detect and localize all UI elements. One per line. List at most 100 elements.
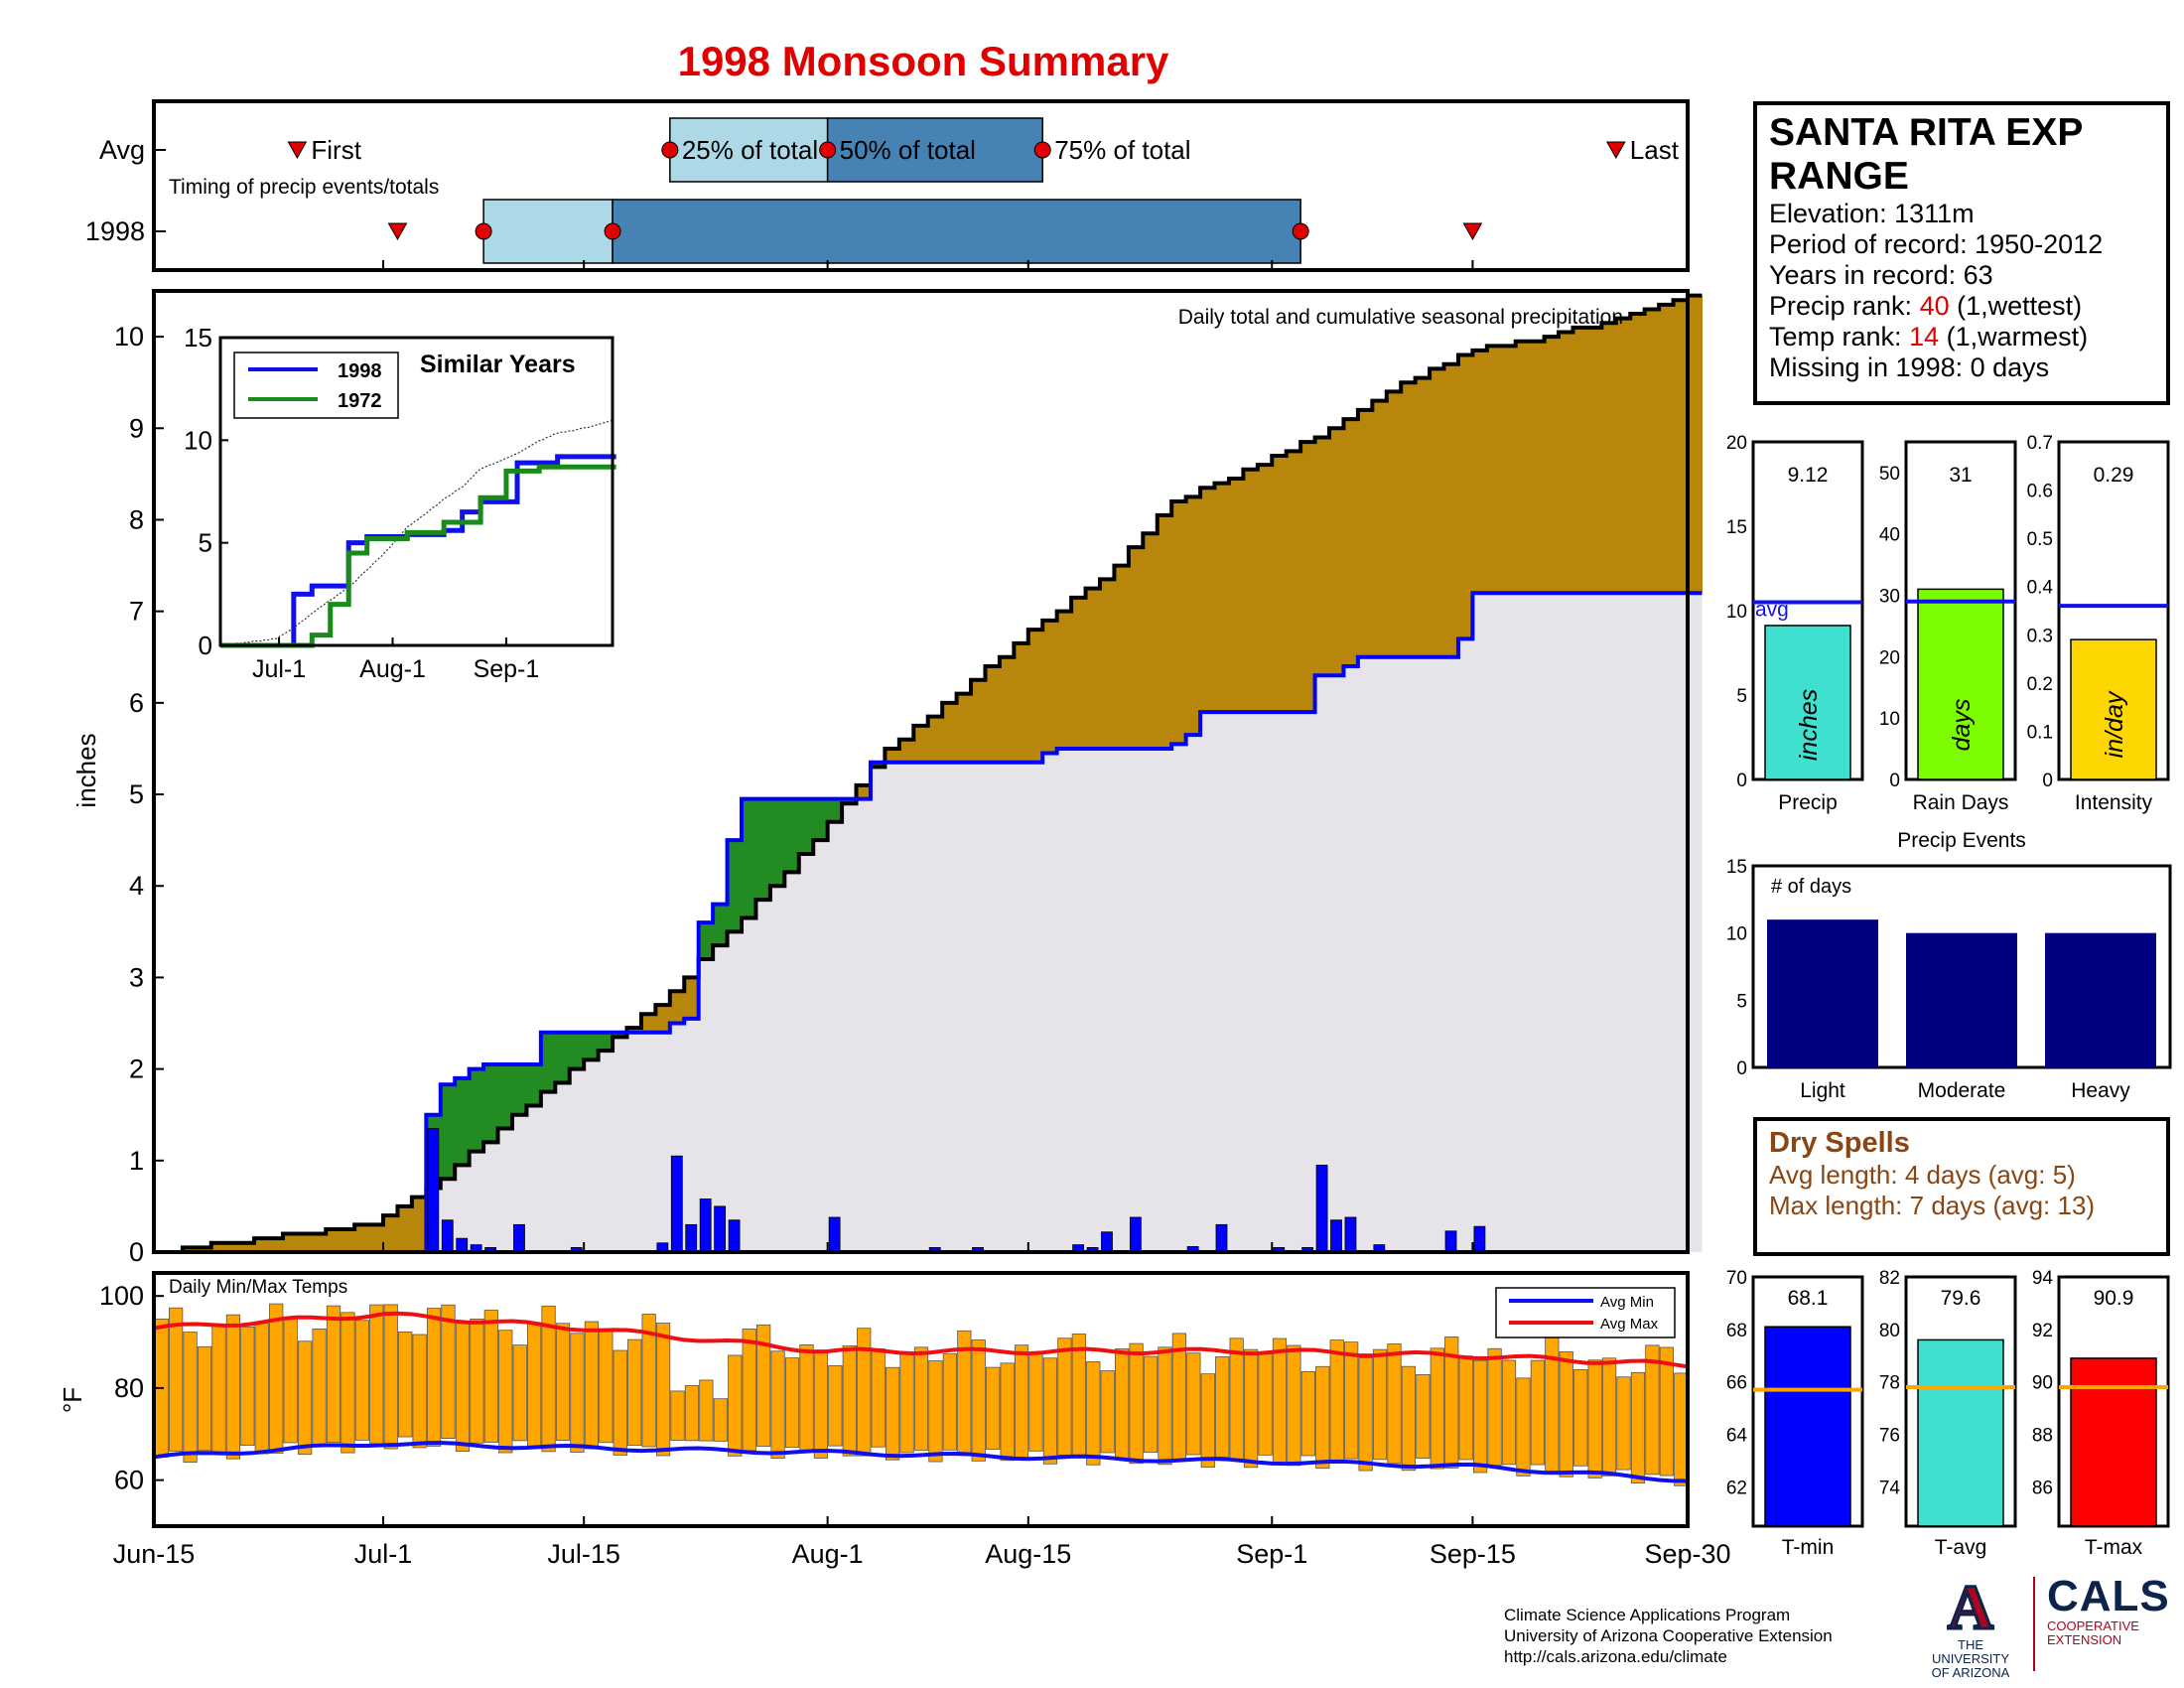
above-avg-band	[569, 1032, 585, 1069]
main-plot-frame	[152, 289, 1690, 1254]
below-avg-band	[297, 1233, 313, 1252]
stat-bar-panels: 9.12 Precip inches avg 0 5 10 15 20 31 Rain Days da…	[1726, 433, 2170, 814]
daily-temp-bar	[784, 1357, 800, 1449]
below-avg-band	[1673, 300, 1689, 594]
above-avg-band	[555, 1032, 571, 1083]
daily-temp-bar	[655, 1323, 671, 1457]
above-avg-band	[870, 762, 887, 768]
events-y-tick-label: 10	[1726, 924, 1747, 945]
daily-temp-bar	[1086, 1361, 1101, 1466]
stat-avg-label: avg	[1755, 599, 1789, 622]
daily-temp-bar	[341, 1312, 355, 1454]
events-category-label: Light	[1800, 1079, 1845, 1102]
credits-line-3: http://cals.arizona.edu/climate	[1504, 1647, 1727, 1666]
temp-y-tick-label: 64	[1726, 1426, 1748, 1447]
temp-bar-panels: 68.1 T-min 62 64 66 68 70 79.6 T-avg 74 76 78 80 82 90…	[1726, 1268, 2170, 1559]
main-y-tick-label: 5	[129, 779, 144, 809]
daily-temp-bar	[1071, 1334, 1086, 1456]
main-y-ticks: 0 1 2 3 4 5 6 7 8 9 10	[114, 322, 164, 1267]
below-avg-band	[268, 1238, 284, 1252]
dry-spells-max: Max length: 7 days (avg: 13)	[1769, 1191, 2096, 1220]
main-y-tick-label: 0	[129, 1237, 144, 1267]
logo-divider	[2033, 1577, 2035, 1671]
avg-min-line	[153, 1441, 1689, 1483]
above-avg-band	[755, 798, 771, 901]
below-avg-band	[1544, 337, 1560, 594]
daily-temp-bar	[383, 1304, 398, 1450]
timing-quartile-dot	[1033, 141, 1051, 159]
daily-temp-bar	[1042, 1357, 1058, 1465]
precip-events-panel: Precip Events # of days Light Moderate Heavy…	[1726, 829, 2172, 1102]
below-avg-band	[383, 1215, 399, 1252]
daily-temp-bar	[1645, 1344, 1660, 1476]
above-avg-band	[598, 1032, 614, 1052]
daily-temp-bar	[254, 1321, 269, 1455]
above-avg-band	[584, 1032, 600, 1060]
below-avg-band	[885, 748, 900, 763]
above-avg-band	[497, 1064, 513, 1129]
daily-temp-bar	[1458, 1355, 1473, 1461]
station-name: SANTA RITA EXP RANGE	[1769, 111, 2083, 198]
main-y-tick-label: 8	[129, 504, 144, 534]
temps-legend	[1495, 1287, 1676, 1338]
above-avg-band	[540, 1032, 556, 1092]
temp-rank-value: 14	[1909, 322, 1940, 352]
stat-y-tick-label: 50	[1879, 464, 1900, 485]
daily-precip-bar	[1101, 1231, 1113, 1253]
daily-temp-bar	[498, 1330, 513, 1454]
daily-temp-bar	[1000, 1362, 1015, 1462]
timing-pct-label: 25% of total	[682, 135, 818, 165]
daily-temp-bar	[1616, 1376, 1631, 1471]
x-tick-label: Aug-15	[985, 1539, 1071, 1569]
daily-temp-bar	[913, 1346, 929, 1452]
inset-x-tick-label: Jul-1	[252, 655, 306, 683]
timing-bar-early	[482, 199, 614, 264]
temps-y-tick-label: 60	[114, 1466, 144, 1495]
daily-temp-bar	[398, 1331, 413, 1438]
below-avg-band	[856, 784, 872, 799]
temp-y-tick-label: 78	[1879, 1373, 1900, 1394]
stat-y-tick-label: 20	[1726, 433, 1747, 454]
below-avg-band	[626, 1028, 642, 1033]
daily-precip-bar	[699, 1198, 712, 1253]
main-y-tick-label: 2	[129, 1055, 144, 1084]
timing-first-last-marker	[1605, 141, 1626, 160]
stat-unit-label: days	[1948, 699, 1976, 752]
events-category-label: Moderate	[1918, 1079, 2006, 1102]
stat-y-tick-label: 0	[2042, 771, 2053, 791]
similar-years-inset: 1998 1972 Similar Years 0 5 10 15 Jul-1 Aug-1…	[184, 323, 616, 683]
precip-rank-label: Precip rank:	[1769, 291, 1920, 321]
daily-temp-bar	[813, 1352, 829, 1459]
below-avg-band	[411, 1196, 427, 1252]
events-bar	[2045, 932, 2156, 1067]
temp-bar	[1764, 1326, 1851, 1527]
events-bar	[1906, 932, 2017, 1067]
below-avg-band	[1071, 597, 1087, 749]
daily-temp-bar	[326, 1305, 341, 1444]
below-avg-band	[1530, 341, 1546, 594]
above-avg-band	[698, 922, 714, 959]
temps-legend-label-min: Avg Min	[1600, 1294, 1654, 1311]
timing-pct-label: 75% of total	[1054, 135, 1190, 165]
inset-legend-label-1972: 1972	[338, 390, 382, 412]
station-precip-rank: Precip rank: 40 (1,wettest)	[1769, 291, 2166, 322]
stat-y-tick-label: 0.3	[2027, 626, 2053, 646]
stat-y-tick-label: 0	[1736, 771, 1747, 791]
ua-line-2: OF ARIZONA	[1931, 1665, 2010, 1680]
stat-y-tick-label: 10	[1879, 709, 1900, 730]
daily-temp-bar	[1329, 1339, 1344, 1464]
daily-temp-bar	[1272, 1337, 1288, 1465]
stat-y-tick-label: 0.6	[2027, 482, 2053, 502]
stat-y-tick-label: 10	[1726, 602, 1747, 623]
x-tick-label: Sep-1	[1236, 1539, 1307, 1569]
daily-temp-bar	[670, 1390, 685, 1441]
inset-y-tick-label: 15	[184, 323, 212, 352]
credits-line-1: Climate Science Applications Program	[1504, 1606, 1791, 1624]
stat-unit-label: in/day	[2101, 690, 2128, 758]
daily-temp-bar	[1559, 1351, 1573, 1477]
stat-value-label: 31	[1949, 464, 1972, 487]
daily-temp-bar	[1573, 1369, 1588, 1467]
stat-y-tick-label: 0.5	[2027, 529, 2053, 550]
daily-temp-bar	[1401, 1365, 1417, 1472]
